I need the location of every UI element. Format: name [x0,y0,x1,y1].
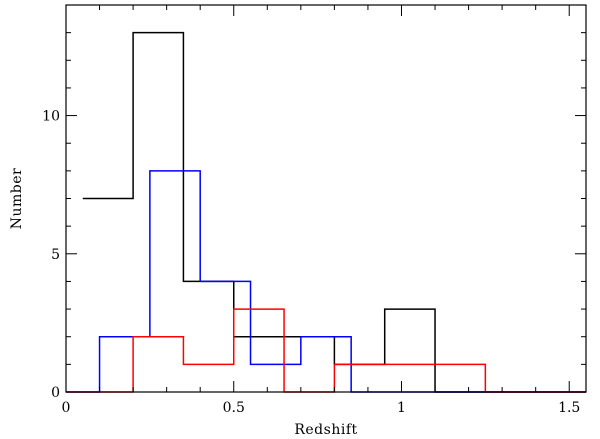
y-tick-label: 5 [51,247,60,263]
x-tick-label: 1.5 [558,400,580,416]
y-tick-label: 0 [51,385,60,401]
y-tick-label: 10 [42,109,60,125]
x-tick-label: 0 [62,400,71,416]
x-axis-title: Redshift [294,422,357,438]
histogram-series-2 [66,170,586,393]
x-tick-label: 0.5 [223,400,245,416]
histogram-series-3 [66,308,586,393]
tick-labels: 0 0.5 1 1.5 0 5 10 [42,109,580,416]
histogram-series-1 [82,31,586,393]
series-layer [66,31,586,393]
plot-frame [65,4,587,393]
y-axis-title: Number [9,168,25,229]
x-tick-label: 1 [397,400,406,416]
axis-ticks [65,4,586,393]
